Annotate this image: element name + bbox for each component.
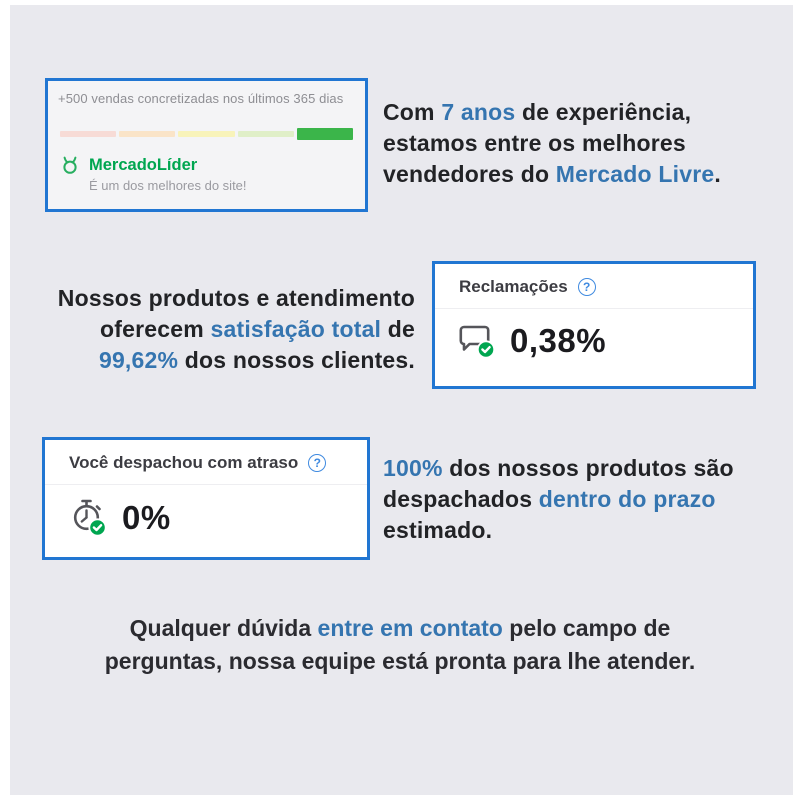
satisfaction-line: 99,62% dos nossos clientes. [98, 347, 415, 373]
dispatch-paragraph: 100% dos nossos produtos são despachados… [383, 453, 768, 546]
satisfaction-line: oferecem satisfação total de [100, 316, 415, 342]
dispatch-title: Você despachou com atraso [69, 453, 299, 472]
dispatch-value: 0% [122, 499, 171, 536]
stopwatch-check-icon [67, 498, 109, 538]
dispatch-card-body: 0% [45, 485, 367, 538]
dispatch-card-header: Você despachou com atraso ? [45, 440, 367, 485]
reputation-bar-segment [60, 131, 117, 137]
dispatch-line: 100% dos nossos produtos são [383, 455, 734, 481]
leader-label: MercadoLíder [89, 155, 198, 174]
sales-title: +500 vendas concretizadas nos últimos 36… [58, 91, 344, 106]
leader-row: MercadoLíder [60, 155, 365, 175]
mercadolider-medal-icon [60, 155, 80, 175]
footer-line: Qualquer dúvida entre em contato pelo ca… [129, 615, 671, 641]
experience-line: vendedores do Mercado Livre. [383, 161, 721, 187]
experience-paragraph: Com 7 anos de experiência, estamos entre… [383, 97, 763, 190]
reputation-bar [60, 128, 354, 140]
reputation-bar-segment [237, 131, 294, 137]
complaints-card-body: 0,38% [435, 309, 753, 360]
leader-subtitle: É um dos melhores do site! [89, 178, 247, 193]
reputation-bar-segment [296, 128, 354, 140]
experience-line: Com 7 anos de experiência, [383, 99, 692, 125]
experience-line: estamos entre os melhores [383, 130, 686, 156]
complaints-value: 0,38% [510, 322, 607, 359]
reputation-bar-segment [178, 131, 235, 137]
help-icon[interactable]: ? [577, 278, 596, 296]
contact-footer: Qualquer dúvida entre em contato pelo ca… [0, 612, 800, 678]
complaints-card-header: Reclamações ? [435, 264, 753, 309]
dispatch-line: estimado. [383, 517, 493, 543]
satisfaction-line: Nossos produtos e atendimento [57, 285, 415, 311]
chat-bubble-check-icon [457, 322, 497, 360]
footer-line: perguntas, nossa equipe está pronta para… [104, 648, 696, 674]
help-icon[interactable]: ? [308, 454, 327, 472]
dispatch-line: despachados dentro do prazo [383, 486, 716, 512]
satisfaction-paragraph: Nossos produtos e atendimento oferecem s… [25, 283, 415, 376]
complaints-title: Reclamações [459, 277, 568, 296]
reputation-bar-segment [119, 131, 176, 137]
complaints-card: Reclamações ? 0,38% [432, 261, 756, 389]
sales-reputation-card: +500 vendas concretizadas nos últimos 36… [45, 78, 368, 212]
dispatch-delay-card: Você despachou com atraso ? 0% [42, 437, 370, 560]
